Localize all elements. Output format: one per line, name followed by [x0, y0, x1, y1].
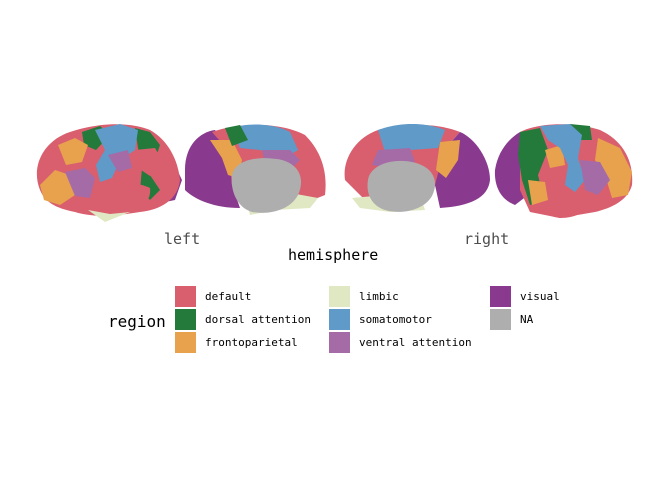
legend-item-ventral-attention: ventral attention — [329, 332, 472, 353]
legend-item-somatomotor: somatomotor — [329, 309, 432, 330]
legend-swatch-visual — [490, 286, 511, 307]
legend-swatch-ventral-attention — [329, 332, 350, 353]
right-lateral-somatomotor-region — [540, 124, 585, 192]
left-medial-na-region — [231, 158, 302, 213]
right-medial-somatomotor-region — [378, 124, 445, 152]
legend-swatch-frontoparietal — [175, 332, 196, 353]
right-lateral-frontoparietal-region — [595, 138, 632, 198]
legend-item-na: NA — [490, 309, 533, 330]
legend-label-ventral-attention: ventral attention — [359, 336, 472, 349]
left-medial-frontoparietal-region — [210, 140, 242, 178]
legend-item-visual: visual — [490, 286, 560, 307]
legend-swatch-dorsal-attention — [175, 309, 196, 330]
right-lateral-ventral-attention-region — [580, 160, 610, 195]
left-medial-somatomotor-region — [232, 124, 298, 158]
right-medial-frontoparietal-region — [436, 140, 460, 178]
legend-label-dorsal-attention: dorsal attention — [205, 313, 311, 326]
legend-label-na: NA — [520, 313, 534, 326]
legend-label-frontoparietal: frontoparietal — [205, 336, 298, 349]
x-tick-label-right: right — [464, 230, 510, 248]
x-axis-title: hemisphere — [288, 246, 379, 264]
left-medial-dorsal-attention-region — [225, 125, 248, 146]
right-lateral-frontoparietal-region-2 — [545, 145, 565, 168]
legend-label-somatomotor: somatomotor — [359, 313, 432, 326]
left-lateral-default-region-frontal — [135, 148, 165, 176]
left-lateral-ventral-attention-region — [108, 150, 132, 172]
right-lateral-default-temporal-region — [535, 188, 586, 218]
legend-swatch-na — [490, 309, 511, 330]
right-hemisphere-medial — [344, 124, 490, 212]
right-lateral-frontoparietal-region-3 — [528, 180, 548, 205]
legend-item-frontoparietal: frontoparietal — [175, 332, 298, 353]
left-lateral-limbic-region — [88, 210, 130, 222]
legend-item-dorsal-attention: dorsal attention — [175, 309, 311, 330]
legend-item-limbic: limbic — [329, 286, 399, 307]
left-hemisphere-medial — [185, 124, 326, 215]
legend-title: region — [108, 312, 166, 331]
right-hemisphere-lateral — [494, 124, 633, 218]
left-lateral-default-temporal-region — [90, 183, 151, 217]
x-tick-label-left: left — [164, 230, 201, 248]
legend-item-default: default — [175, 286, 251, 307]
left-lateral-ventral-attention-region-2 — [65, 168, 95, 198]
legend-label-limbic: limbic — [359, 290, 399, 303]
left-lateral-frontoparietal-region-2 — [58, 138, 88, 165]
legend-swatch-somatomotor — [329, 309, 350, 330]
legend-swatch-limbic — [329, 286, 350, 307]
legend-swatch-default — [175, 286, 196, 307]
legend-label-default: default — [205, 290, 252, 303]
left-lateral-frontoparietal-region — [40, 170, 75, 205]
left-hemisphere-lateral — [36, 124, 182, 222]
legend-label-visual: visual — [520, 290, 560, 303]
right-medial-na-region — [367, 160, 436, 212]
